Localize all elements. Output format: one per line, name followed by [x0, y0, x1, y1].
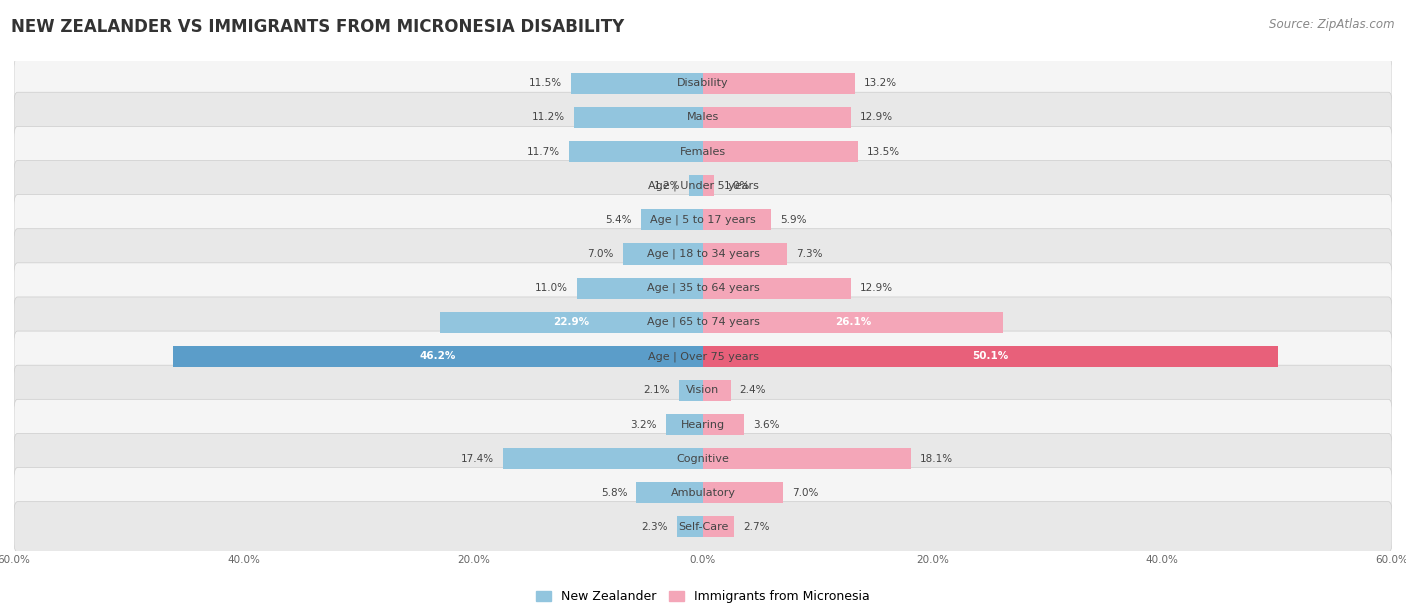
Bar: [637, 482, 703, 504]
Text: 2.4%: 2.4%: [740, 386, 766, 395]
Text: Age | Over 75 years: Age | Over 75 years: [648, 351, 758, 362]
Bar: [703, 277, 851, 299]
FancyBboxPatch shape: [14, 433, 1392, 484]
Legend: New Zealander, Immigrants from Micronesia: New Zealander, Immigrants from Micronesi…: [531, 585, 875, 608]
Bar: [568, 141, 703, 162]
Text: 5.9%: 5.9%: [780, 215, 807, 225]
Text: Age | Under 5 years: Age | Under 5 years: [648, 181, 758, 191]
Text: Age | 5 to 17 years: Age | 5 to 17 years: [650, 215, 756, 225]
Text: 11.2%: 11.2%: [531, 113, 565, 122]
Bar: [703, 107, 851, 128]
Text: 50.1%: 50.1%: [973, 351, 1008, 361]
Bar: [571, 73, 703, 94]
Text: 7.0%: 7.0%: [793, 488, 818, 498]
Text: Females: Females: [681, 147, 725, 157]
Bar: [503, 448, 703, 469]
Bar: [575, 107, 703, 128]
Text: 5.8%: 5.8%: [600, 488, 627, 498]
FancyBboxPatch shape: [14, 468, 1392, 518]
Text: Cognitive: Cognitive: [676, 453, 730, 464]
Text: Males: Males: [688, 113, 718, 122]
Text: 2.7%: 2.7%: [744, 522, 769, 532]
FancyBboxPatch shape: [14, 195, 1392, 245]
FancyBboxPatch shape: [14, 399, 1392, 450]
Bar: [703, 517, 734, 537]
Text: 11.7%: 11.7%: [526, 147, 560, 157]
FancyBboxPatch shape: [14, 160, 1392, 211]
Text: 11.0%: 11.0%: [534, 283, 568, 293]
Bar: [703, 141, 858, 162]
Text: 13.5%: 13.5%: [868, 147, 900, 157]
FancyBboxPatch shape: [14, 331, 1392, 381]
Text: Age | 65 to 74 years: Age | 65 to 74 years: [647, 317, 759, 327]
FancyBboxPatch shape: [14, 58, 1392, 108]
Text: 13.2%: 13.2%: [863, 78, 897, 88]
Bar: [703, 312, 1002, 333]
FancyBboxPatch shape: [14, 263, 1392, 313]
Text: Age | 35 to 64 years: Age | 35 to 64 years: [647, 283, 759, 293]
Text: 46.2%: 46.2%: [419, 351, 456, 361]
Text: NEW ZEALANDER VS IMMIGRANTS FROM MICRONESIA DISABILITY: NEW ZEALANDER VS IMMIGRANTS FROM MICRONE…: [11, 18, 624, 36]
Bar: [676, 517, 703, 537]
Bar: [703, 414, 744, 435]
Bar: [703, 73, 855, 94]
Text: Ambulatory: Ambulatory: [671, 488, 735, 498]
Text: Vision: Vision: [686, 386, 720, 395]
FancyBboxPatch shape: [14, 365, 1392, 416]
Text: 22.9%: 22.9%: [554, 317, 589, 327]
Bar: [703, 175, 714, 196]
Bar: [623, 244, 703, 264]
Text: 2.3%: 2.3%: [641, 522, 668, 532]
FancyBboxPatch shape: [14, 297, 1392, 348]
Bar: [440, 312, 703, 333]
Bar: [666, 414, 703, 435]
Text: 1.2%: 1.2%: [654, 181, 681, 191]
FancyBboxPatch shape: [14, 126, 1392, 177]
Bar: [703, 244, 787, 264]
Bar: [641, 209, 703, 231]
Bar: [703, 346, 1278, 367]
Bar: [576, 277, 703, 299]
Text: 7.3%: 7.3%: [796, 249, 823, 259]
Text: 18.1%: 18.1%: [920, 453, 953, 464]
Text: 5.4%: 5.4%: [606, 215, 631, 225]
Text: 26.1%: 26.1%: [835, 317, 870, 327]
Text: Self-Care: Self-Care: [678, 522, 728, 532]
Bar: [703, 209, 770, 231]
FancyBboxPatch shape: [14, 502, 1392, 552]
Text: 12.9%: 12.9%: [860, 283, 893, 293]
FancyBboxPatch shape: [14, 92, 1392, 143]
Text: Age | 18 to 34 years: Age | 18 to 34 years: [647, 248, 759, 259]
Text: 7.0%: 7.0%: [588, 249, 613, 259]
Bar: [703, 380, 731, 401]
Text: 17.4%: 17.4%: [461, 453, 494, 464]
Text: Hearing: Hearing: [681, 420, 725, 430]
FancyBboxPatch shape: [14, 229, 1392, 279]
Bar: [703, 482, 783, 504]
Bar: [703, 448, 911, 469]
Text: Source: ZipAtlas.com: Source: ZipAtlas.com: [1270, 18, 1395, 31]
Text: 1.0%: 1.0%: [724, 181, 749, 191]
Bar: [679, 380, 703, 401]
Text: 2.1%: 2.1%: [643, 386, 669, 395]
Text: 3.6%: 3.6%: [754, 420, 780, 430]
Bar: [689, 175, 703, 196]
Bar: [173, 346, 703, 367]
Text: 12.9%: 12.9%: [860, 113, 893, 122]
Text: 3.2%: 3.2%: [630, 420, 657, 430]
Text: Disability: Disability: [678, 78, 728, 88]
Text: 11.5%: 11.5%: [529, 78, 562, 88]
